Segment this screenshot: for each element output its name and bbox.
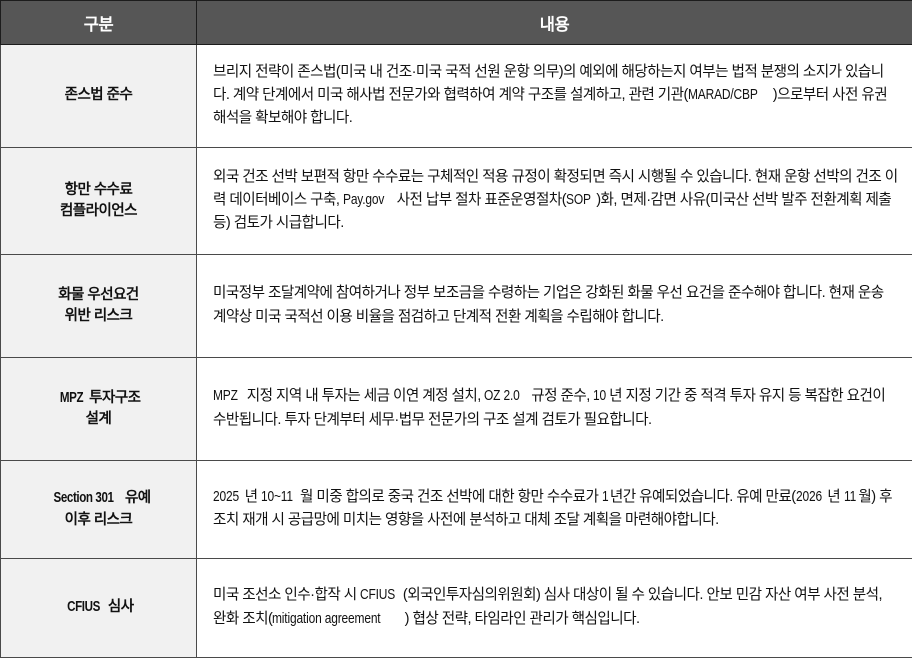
latin-run: SOP bbox=[566, 191, 591, 208]
latin-run: 11 bbox=[843, 488, 856, 505]
latin-run: CFIUS bbox=[67, 599, 101, 616]
latin-run: Section 301 bbox=[53, 490, 114, 507]
table-row: 화물 우선요건 위반 리스크 미국정부 조달계약에 참여하거나 정부 보조금을 수… bbox=[0, 254, 912, 358]
latin-run: 10 bbox=[593, 388, 607, 405]
row-category-cell: 존스법 준수 bbox=[0, 44, 197, 148]
table-row: MPZ 투자구조 설계 MPZ 지정 지역 내 투자는 세금 이연 계정 설치, … bbox=[0, 357, 912, 461]
latin-run: 2025 bbox=[213, 488, 239, 505]
table-row: CFIUS 심사 미국 조선소 인수·합작 시 CFIUS (외국인투자심의위원회… bbox=[0, 558, 912, 658]
row-content-cell: 2025 년 10~11 월 미중 합의로 중국 건조 선박에 대한 항만 수수료가… bbox=[196, 460, 912, 559]
latin-run: Pay.gov bbox=[342, 191, 385, 208]
row-category-cell: CFIUS 심사 bbox=[0, 558, 197, 658]
table-row: Section 301 유예 이후 리스크 2025 년 10~11 월 미중 합의로… bbox=[0, 460, 912, 559]
latin-run: MARAD/CBP bbox=[687, 86, 758, 103]
column-header-content: 내용 bbox=[196, 0, 912, 45]
table-body: 존스법 준수 브리지 전략이 존스법(미국 내 건조·미국 국적 선원 운항 의… bbox=[0, 44, 912, 658]
table-header: 구분 내용 bbox=[0, 0, 912, 45]
latin-run: OZ 2.0 bbox=[484, 388, 520, 405]
row-content-cell: 미국 조선소 인수·합작 시 CFIUS (외국인투자심의위원회) 심사 대상이 … bbox=[196, 558, 912, 658]
latin-run: 2026 bbox=[795, 488, 822, 505]
row-content-cell: MPZ 지정 지역 내 투자는 세금 이연 계정 설치, OZ 2.0 규정 준… bbox=[196, 357, 912, 461]
table-row: 항만 수수료 컴플라이언스 외국 건조 선박 보편적 항만 수수료는 구체적인 적… bbox=[0, 147, 912, 255]
latin-run: 1 bbox=[601, 488, 609, 505]
table-row: 존스법 준수 브리지 전략이 존스법(미국 내 건조·미국 국적 선원 운항 의… bbox=[0, 44, 912, 148]
latin-run: CFIUS bbox=[360, 587, 396, 604]
latin-run: mitigation agreement bbox=[272, 610, 381, 627]
row-category-cell: Section 301 유예 이후 리스크 bbox=[0, 460, 197, 559]
row-category-cell: 항만 수수료 컴플라이언스 bbox=[0, 147, 197, 255]
row-category-cell: MPZ 투자구조 설계 bbox=[0, 357, 197, 461]
latin-run: MPZ bbox=[59, 389, 83, 406]
row-category-cell: 화물 우선요건 위반 리스크 bbox=[0, 254, 197, 358]
row-content-cell: 미국정부 조달계약에 참여하거나 정부 보조금을 수령하는 기업은 강화된 화물… bbox=[196, 254, 912, 358]
table-header-row: 구분 내용 bbox=[0, 0, 912, 45]
row-content-cell: 브리지 전략이 존스법(미국 내 건조·미국 국적 선원 운항 의무)의 예외에… bbox=[196, 44, 912, 148]
row-content-cell: 외국 건조 선박 보편적 항만 수수료는 구체적인 적용 규정이 확정되면 즉시… bbox=[196, 147, 912, 255]
column-header-category: 구분 bbox=[0, 0, 197, 45]
latin-run: MPZ bbox=[213, 388, 238, 405]
latin-run: 10~11 bbox=[261, 488, 293, 505]
